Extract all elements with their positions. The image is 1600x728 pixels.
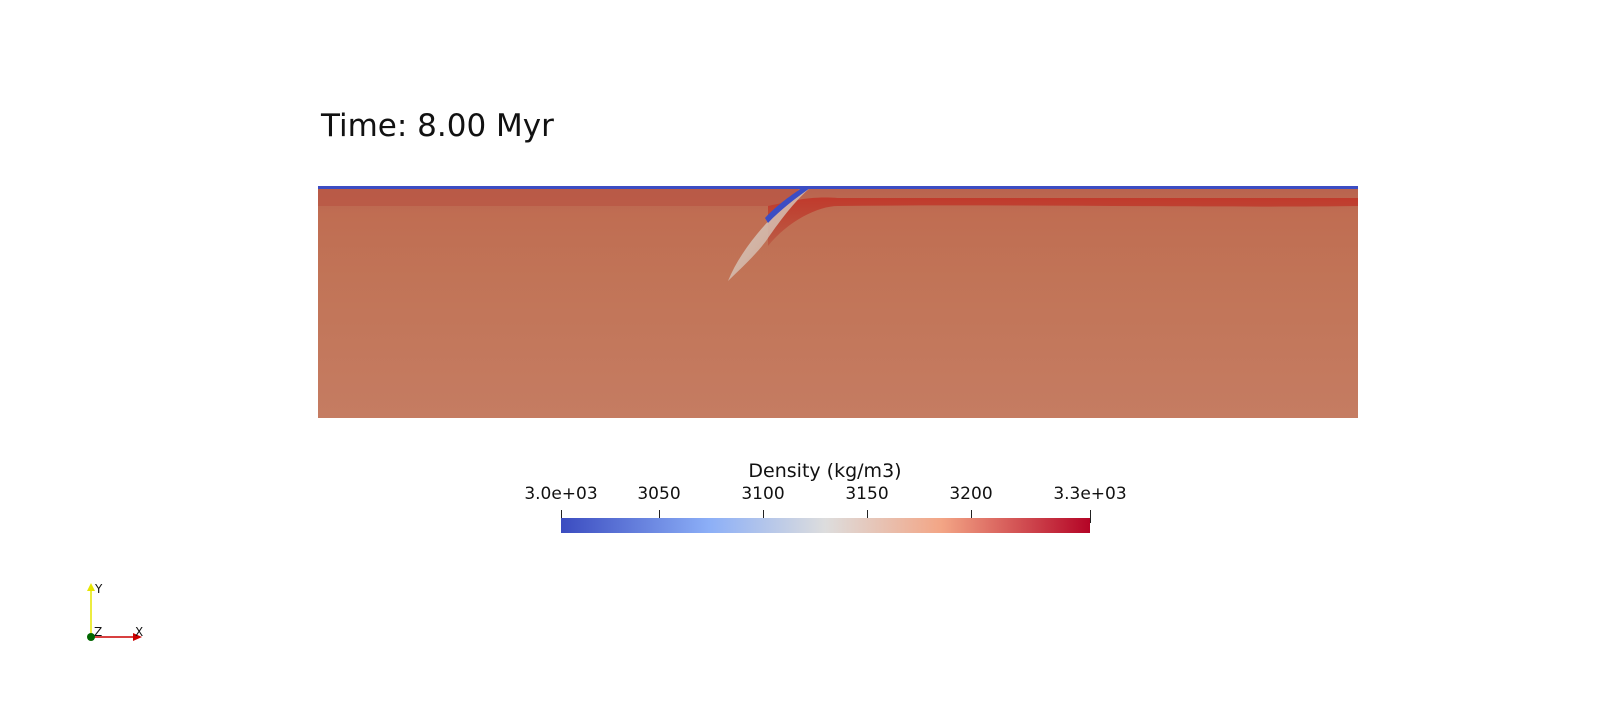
colorbar-tick-mark (867, 510, 868, 523)
colorbar-tick-label: 3200 (949, 484, 993, 504)
colorbar-title: Density (kg/m3) (748, 460, 902, 482)
colorbar-tick-label: 3150 (845, 484, 889, 504)
density-colorbar[interactable] (561, 518, 1090, 533)
orientation-axes: Y Z X (87, 582, 143, 641)
x-axis-arrow (133, 633, 142, 641)
slab-interface (728, 188, 810, 281)
right-lithosphere (768, 197, 1358, 246)
y-axis-arrow (87, 583, 95, 591)
colorbar-tick-label: 3.3e+03 (1053, 484, 1127, 504)
colorbar-tick-mark (1090, 510, 1091, 523)
time-annotation: Time: 8.00 Myr (321, 108, 554, 144)
colorbar-tick-label: 3100 (741, 484, 785, 504)
colorbar-tick-mark (659, 510, 660, 523)
colorbar-tick-mark (561, 510, 562, 523)
y-axis-label: Y (94, 582, 103, 596)
density-field-plot[interactable] (318, 186, 1358, 418)
surface-crust-layer (318, 186, 1358, 189)
z-axis-label: Z (94, 625, 102, 639)
colorbar-tick-mark (971, 510, 972, 523)
left-lithosphere (318, 188, 798, 206)
colorbar-tick-mark (763, 510, 764, 523)
x-axis-label: X (135, 625, 143, 639)
colorbar-tick-label: 3050 (637, 484, 681, 504)
z-axis-marker (87, 633, 95, 641)
subducting-crust (765, 188, 810, 223)
mantle-region (318, 186, 1358, 418)
colorbar-tick-label: 3.0e+03 (524, 484, 598, 504)
